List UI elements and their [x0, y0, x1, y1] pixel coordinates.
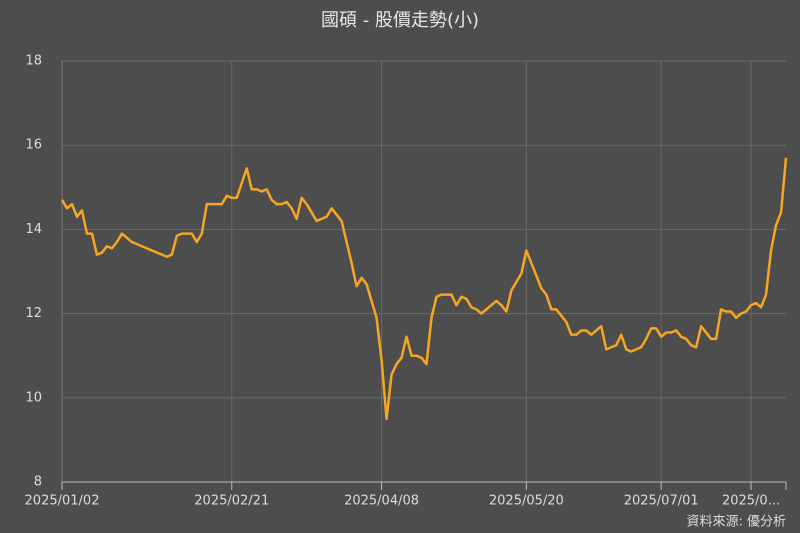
x-tick-label: 2025/0... — [722, 494, 780, 509]
y-tick-label: 14 — [25, 222, 42, 237]
x-tick-label: 2025/05/20 — [489, 494, 564, 509]
y-tick-label: 18 — [25, 54, 42, 69]
y-tick-label: 10 — [25, 390, 42, 405]
y-tick-label: 8 — [34, 475, 42, 490]
x-tick-label: 2025/07/01 — [624, 494, 699, 509]
x-tick-label: 2025/04/08 — [344, 494, 419, 509]
x-tick-label: 2025/01/02 — [25, 494, 100, 509]
chart-title: 國碩 - 股價走勢(小) — [321, 10, 479, 31]
y-tick-label: 16 — [25, 138, 42, 153]
y-tick-label: 12 — [25, 306, 42, 321]
x-tick-label: 2025/02/21 — [194, 494, 269, 509]
source-note: 資料來源: 優分析 — [686, 515, 786, 530]
price-line — [60, 157, 788, 421]
